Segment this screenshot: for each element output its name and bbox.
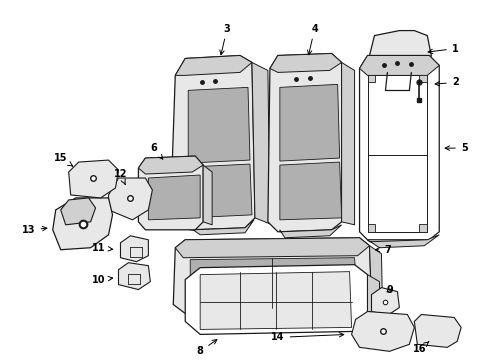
Polygon shape: [200, 272, 351, 329]
Polygon shape: [279, 225, 341, 238]
Text: 4: 4: [307, 24, 318, 55]
Text: 3: 3: [220, 24, 230, 55]
Polygon shape: [190, 258, 357, 307]
Polygon shape: [188, 87, 249, 163]
Polygon shape: [120, 236, 148, 262]
Polygon shape: [341, 62, 354, 225]
Polygon shape: [138, 156, 203, 174]
Polygon shape: [369, 246, 382, 306]
Text: 5: 5: [444, 143, 467, 153]
Text: 6: 6: [150, 143, 163, 159]
Text: 15: 15: [54, 153, 73, 166]
Text: 7: 7: [375, 245, 390, 255]
Text: 9: 9: [385, 284, 392, 294]
Text: 1: 1: [427, 44, 458, 54]
Text: 12: 12: [114, 169, 127, 184]
Polygon shape: [367, 235, 438, 248]
Text: 2: 2: [434, 77, 458, 87]
Bar: [419, 75, 427, 82]
Polygon shape: [359, 55, 438, 240]
Polygon shape: [279, 84, 339, 161]
Polygon shape: [279, 162, 341, 220]
Text: 16: 16: [412, 342, 428, 354]
Bar: [367, 75, 375, 82]
Polygon shape: [413, 315, 460, 347]
Polygon shape: [371, 288, 399, 315]
Polygon shape: [367, 275, 379, 332]
Polygon shape: [369, 31, 430, 72]
Polygon shape: [138, 156, 203, 230]
Polygon shape: [251, 62, 269, 224]
Polygon shape: [173, 238, 371, 314]
Polygon shape: [203, 165, 212, 225]
Polygon shape: [118, 263, 150, 289]
Text: 10: 10: [92, 275, 112, 285]
Polygon shape: [359, 55, 438, 75]
Polygon shape: [175, 55, 251, 75]
Polygon shape: [175, 238, 369, 258]
Text: 8: 8: [196, 339, 217, 356]
Polygon shape: [68, 160, 118, 198]
Polygon shape: [61, 198, 95, 225]
Text: 11: 11: [92, 243, 112, 253]
Polygon shape: [53, 198, 112, 250]
Polygon shape: [190, 220, 253, 235]
Polygon shape: [267, 54, 341, 232]
Polygon shape: [367, 75, 427, 232]
Polygon shape: [185, 265, 367, 339]
Polygon shape: [269, 54, 341, 72]
Polygon shape: [108, 178, 152, 220]
Polygon shape: [374, 315, 399, 341]
Bar: [419, 224, 427, 232]
Text: 13: 13: [22, 225, 47, 235]
Text: 14: 14: [270, 332, 343, 342]
Polygon shape: [170, 55, 254, 230]
Polygon shape: [148, 175, 200, 220]
Polygon shape: [351, 311, 413, 351]
Bar: [367, 224, 375, 232]
Polygon shape: [188, 164, 251, 218]
